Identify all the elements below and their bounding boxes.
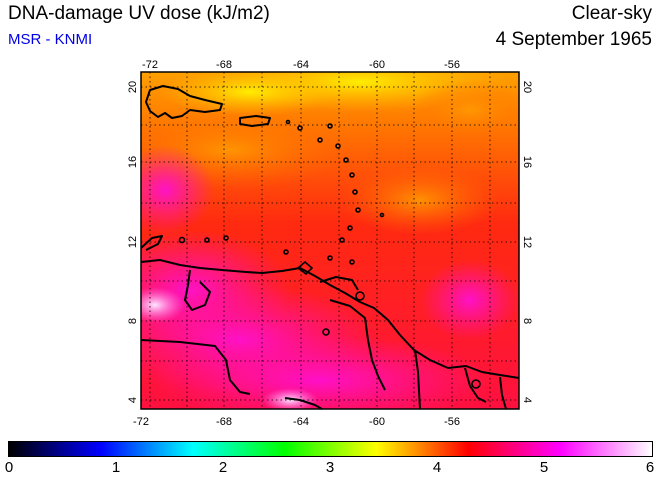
lon-tick-top: -56	[444, 59, 460, 71]
lon-tick-bottom: -64	[293, 416, 309, 428]
colorbar-label: 1	[111, 459, 121, 476]
lon-tick-top: -72	[142, 59, 158, 71]
source-label: MSR - KNMI	[8, 31, 93, 48]
lon-tick-bottom: -56	[444, 416, 460, 428]
lat-tick-left: 16	[127, 156, 139, 168]
graticule	[141, 72, 519, 409]
right-lat-ticks: 20 16 12 8 4	[521, 81, 533, 403]
lat-tick-right: 8	[521, 318, 533, 324]
lon-tick-top: -68	[216, 59, 232, 71]
date-label: 4 September 1965	[495, 29, 652, 50]
lat-tick-right: 16	[521, 156, 533, 168]
lon-tick-top: -64	[293, 59, 309, 71]
lat-tick-right: 4	[521, 397, 533, 403]
colorbar-label: 0	[4, 459, 14, 476]
top-lon-ticks: -72 -68 -64 -60 -56	[142, 59, 460, 71]
colorbar-label: 5	[539, 459, 549, 476]
lon-tick-top: -60	[369, 59, 385, 71]
lon-tick-bottom: -60	[369, 416, 385, 428]
colorbar-label: 2	[218, 459, 228, 476]
lon-tick-bottom: -72	[133, 416, 149, 428]
sky-condition-label: Clear-sky	[571, 3, 652, 24]
left-lat-ticks: 20 16 12 8 4	[127, 81, 139, 403]
lat-tick-right: 12	[521, 236, 533, 248]
map-title: DNA-damage UV dose (kJ/m2)	[8, 3, 270, 24]
bottom-lon-ticks: -72 -68 -64 -60 -56	[133, 416, 460, 428]
colorbar	[8, 441, 653, 457]
map-frame	[140, 71, 520, 410]
islands	[178, 119, 481, 389]
lat-tick-left: 8	[127, 318, 139, 324]
colorbar-label: 4	[432, 459, 442, 476]
coastlines	[140, 85, 520, 410]
lat-tick-left: 4	[127, 397, 139, 403]
lon-tick-bottom: -68	[216, 416, 232, 428]
lat-tick-left: 20	[127, 81, 139, 93]
uv-dose-map: -72 -68 -64 -60 -56 -72 -68 -64 -60 -56 …	[127, 59, 533, 428]
colorbar-label: 3	[325, 459, 335, 476]
lat-tick-left: 12	[127, 236, 139, 248]
uv-field	[141, 72, 519, 409]
lat-tick-right: 20	[521, 81, 533, 93]
colorbar-label: 6	[645, 459, 655, 476]
